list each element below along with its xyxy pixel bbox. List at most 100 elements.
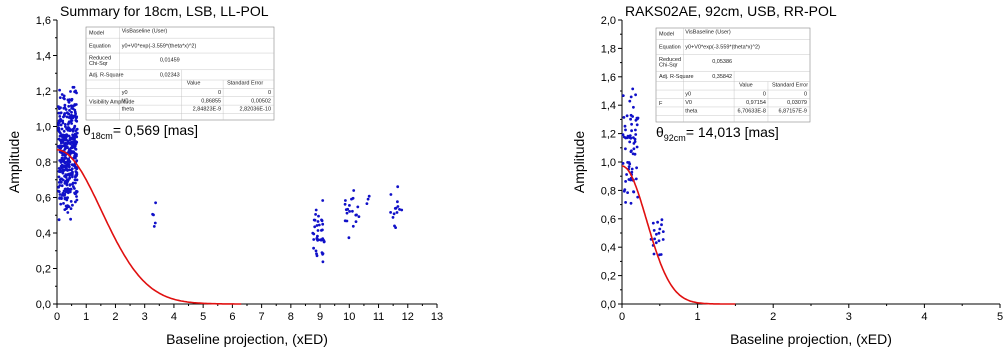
data-point [69, 217, 72, 221]
data-point [652, 229, 656, 232]
data-point [630, 122, 633, 126]
y-tick-label: 1,0 [601, 157, 616, 169]
data-point [58, 193, 62, 196]
data-point [74, 132, 78, 136]
y-tick-label: 0,0 [36, 299, 51, 311]
data-point [629, 178, 632, 182]
table-cell: y0+V0*exp(-3.559*(theta*x)^2) [685, 45, 760, 51]
data-point [58, 115, 62, 118]
data-point [73, 110, 77, 114]
data-point [66, 146, 69, 150]
data-point [72, 144, 76, 148]
table-cell: 0 [218, 90, 221, 96]
data-point [396, 185, 400, 189]
data-point [67, 134, 71, 138]
data-point [636, 195, 640, 199]
data-point [632, 136, 635, 140]
data-point [622, 116, 626, 119]
table-cell: Equation [89, 43, 111, 49]
data-point [60, 93, 64, 96]
data-point [350, 197, 353, 201]
x-axis-label: Baseline projection, (xED) [730, 331, 892, 347]
data-point [75, 195, 78, 198]
data-point [67, 157, 70, 161]
data-point [317, 223, 321, 227]
data-point [65, 173, 69, 177]
data-point [623, 188, 627, 192]
x-tick-label: 5 [997, 311, 1003, 323]
data-point [659, 253, 663, 256]
data-point [661, 230, 665, 234]
data-point [59, 164, 63, 168]
x-tick-label: 3 [142, 311, 148, 323]
data-point [69, 207, 73, 211]
data-point [660, 223, 663, 227]
y-tick-label: 1,4 [36, 51, 51, 63]
data-point [629, 113, 633, 117]
data-point [391, 216, 395, 219]
data-point [75, 178, 79, 182]
data-point [635, 123, 639, 127]
data-point [629, 150, 633, 154]
table-cell: Equation [659, 45, 681, 51]
data-point [652, 252, 656, 256]
data-point [63, 97, 66, 101]
table-cell: Model [89, 30, 104, 36]
data-point [623, 124, 627, 128]
data-point [63, 208, 67, 212]
x-tick-label: 2 [770, 311, 776, 323]
data-point [315, 237, 319, 240]
data-point [61, 192, 65, 195]
y-tick-label: 2,0 [601, 15, 616, 27]
data-point [624, 147, 627, 151]
data-point [630, 129, 633, 133]
data-point [351, 209, 354, 213]
data-point [658, 227, 662, 231]
data-point [60, 127, 64, 131]
theta-annotation: θ18cm= 0,569 [mas] [83, 122, 198, 141]
data-point [64, 190, 68, 194]
data-point [312, 246, 315, 250]
fit-curve [621, 165, 736, 305]
data-point [62, 202, 65, 205]
table-cell: Model [659, 32, 674, 38]
data-point [346, 207, 350, 211]
data-point [343, 219, 347, 223]
data-point [61, 121, 65, 125]
data-point [154, 201, 158, 205]
data-point [57, 167, 61, 170]
table-cell: 0,97154 [746, 100, 766, 106]
chart-1: 0 1 2 3 4 5 6 7 8 9 10 11 12 130,00,20,40,60,81,01,21… [6, 3, 443, 347]
data-point [74, 115, 77, 118]
data-point [351, 224, 355, 228]
data-point [657, 239, 661, 243]
x-tick-label: 12 [402, 311, 414, 323]
data-point [63, 114, 66, 118]
table-cell: Visibility Amplitude [89, 99, 134, 105]
data-point [621, 162, 625, 165]
table-cell: Adj. R-Square [89, 72, 124, 78]
data-point [68, 137, 72, 141]
data-point [626, 136, 629, 140]
data-point [75, 198, 79, 202]
data-point [348, 204, 351, 207]
data-point [629, 117, 632, 121]
data-point [661, 238, 665, 241]
data-point [69, 120, 73, 123]
data-point [317, 214, 320, 218]
data-point [57, 170, 61, 173]
data-point [58, 96, 62, 99]
data-point [629, 201, 633, 205]
data-point [64, 175, 68, 179]
table-cell: Standard Error [227, 81, 263, 87]
data-point [321, 222, 325, 226]
data-point [321, 237, 325, 241]
data-point [628, 140, 632, 144]
data-point [354, 220, 358, 224]
chart-title: Summary for 18cm, LSB, LL-POL [60, 3, 269, 19]
data-point [69, 115, 73, 119]
data-point [313, 225, 317, 229]
fit-results-table: Model VisBaseline (User) Equation y0+V0*exp… [655, 27, 811, 123]
y-tick-label: 0,4 [36, 228, 51, 240]
data-point [393, 207, 397, 210]
